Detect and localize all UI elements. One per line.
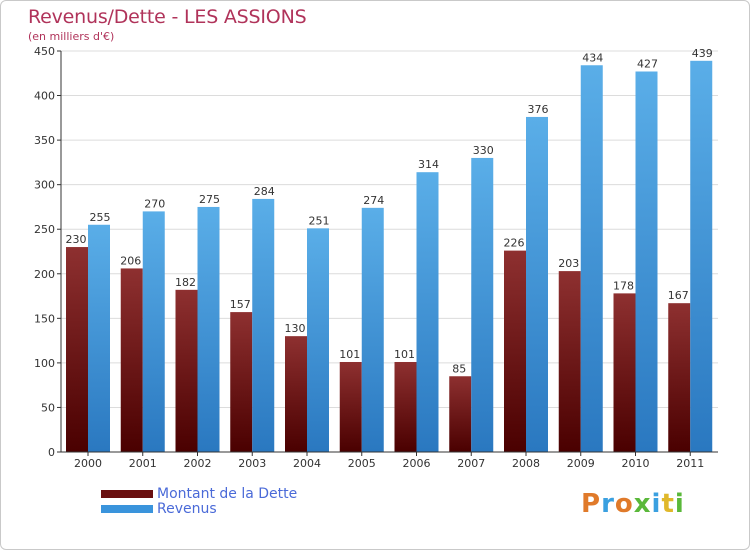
x-tick-label: 2002 xyxy=(184,457,212,470)
logo-letter: o xyxy=(614,489,634,519)
bar-revenus xyxy=(142,211,165,452)
data-label-revenus: 255 xyxy=(90,211,111,224)
bar-dette xyxy=(558,271,581,452)
bar-dette xyxy=(504,250,526,452)
chart-title: Revenus/Dette - LES ASSIONS xyxy=(28,6,307,28)
bar-revenus xyxy=(580,65,603,452)
x-tick-label: 2011 xyxy=(676,457,704,470)
y-tick-label: 350 xyxy=(34,134,55,147)
data-label-dette: 203 xyxy=(558,257,579,270)
data-label-dette: 178 xyxy=(613,279,634,292)
y-tick-label: 50 xyxy=(41,401,55,414)
bar-revenus xyxy=(416,172,439,453)
bar-dette xyxy=(285,336,307,452)
data-label-dette: 206 xyxy=(120,254,141,267)
bar-dette xyxy=(394,361,417,452)
data-label-dette: 226 xyxy=(504,237,525,250)
legend: Montant de la Dette Revenus xyxy=(101,485,298,517)
legend-item-revenus: Revenus xyxy=(101,500,297,517)
x-tick-label: 2009 xyxy=(567,457,595,470)
proxiti-logo: Proxiti xyxy=(581,489,685,519)
bar-dette xyxy=(449,376,472,452)
logo-letter: i xyxy=(651,489,662,519)
data-label-dette: 157 xyxy=(230,298,251,311)
legend-item-dette: Montant de la Dette xyxy=(101,485,298,502)
bar-revenus xyxy=(361,207,384,452)
legend-label-revenus: Revenus xyxy=(157,500,217,517)
data-label-revenus: 427 xyxy=(637,57,658,70)
bar-dette xyxy=(120,268,143,452)
data-label-dette: 85 xyxy=(452,362,466,375)
bar-dette xyxy=(339,361,362,452)
legend-swatch-revenus xyxy=(101,504,153,513)
grid xyxy=(61,50,718,408)
y-tick-label: 100 xyxy=(34,357,55,370)
data-label-dette: 101 xyxy=(339,348,360,361)
logo-letter: x xyxy=(633,489,652,519)
bar-revenus xyxy=(526,116,548,452)
y-tick-label: 150 xyxy=(34,312,55,325)
x-tick-label: 2008 xyxy=(512,457,540,470)
x-tick-label: 2005 xyxy=(348,457,376,470)
y-tick-label: 450 xyxy=(34,45,55,58)
axes: 0 50 100 150 200 250 300 350 400 450 2000 2001 2002 2… xyxy=(34,45,718,470)
data-label-revenus: 314 xyxy=(418,158,439,171)
x-tick-label: 2000 xyxy=(74,457,102,470)
data-label-revenus: 434 xyxy=(582,51,603,64)
x-tick-label: 2010 xyxy=(622,457,650,470)
bar-dette xyxy=(230,312,253,452)
bar-revenus xyxy=(635,71,658,453)
data-label-revenus: 270 xyxy=(144,197,165,210)
x-tick-label: 2003 xyxy=(238,457,266,470)
y-tick-label: 0 xyxy=(48,446,55,459)
bar-revenus xyxy=(252,198,275,452)
data-label-revenus: 330 xyxy=(473,144,494,157)
bar-dette xyxy=(668,303,691,452)
logo-letter: t xyxy=(661,489,675,519)
data-label-revenus: 274 xyxy=(363,194,384,207)
data-label-revenus: 251 xyxy=(309,214,330,227)
logo-letter: P xyxy=(581,489,602,519)
legend-swatch-dette xyxy=(101,489,153,498)
data-label-dette: 182 xyxy=(175,276,196,289)
data-label-revenus: 284 xyxy=(254,185,275,198)
bars xyxy=(66,60,713,453)
y-tick-label: 400 xyxy=(34,90,55,103)
data-label-dette: 167 xyxy=(668,289,689,302)
y-tick-label: 250 xyxy=(34,223,55,236)
logo-letter: r xyxy=(601,489,615,519)
data-label-revenus: 439 xyxy=(692,47,713,60)
bar-revenus xyxy=(471,157,494,452)
bar-dette xyxy=(175,289,198,452)
x-tick-label: 2001 xyxy=(129,457,157,470)
y-tick-label: 300 xyxy=(34,179,55,192)
logo-letter: i xyxy=(674,489,685,519)
chart-subtitle: (en milliers d'€) xyxy=(28,30,115,43)
bar-revenus xyxy=(307,228,329,452)
bar-dette xyxy=(613,293,636,452)
x-tick-label: 2006 xyxy=(403,457,431,470)
bar-revenus xyxy=(690,60,713,453)
bar-revenus xyxy=(88,224,110,452)
x-tick-label: 2007 xyxy=(457,457,485,470)
legend-label-dette: Montant de la Dette xyxy=(157,485,298,502)
data-label-dette: 230 xyxy=(66,233,87,246)
y-tick-label: 200 xyxy=(34,268,55,281)
data-label-revenus: 376 xyxy=(528,103,549,116)
data-label-dette: 101 xyxy=(394,348,415,361)
bar-revenus xyxy=(197,206,220,452)
data-label-dette: 130 xyxy=(285,322,306,335)
data-label-revenus: 275 xyxy=(199,193,220,206)
bar-dette xyxy=(66,247,88,452)
x-tick-label: 2004 xyxy=(293,457,321,470)
